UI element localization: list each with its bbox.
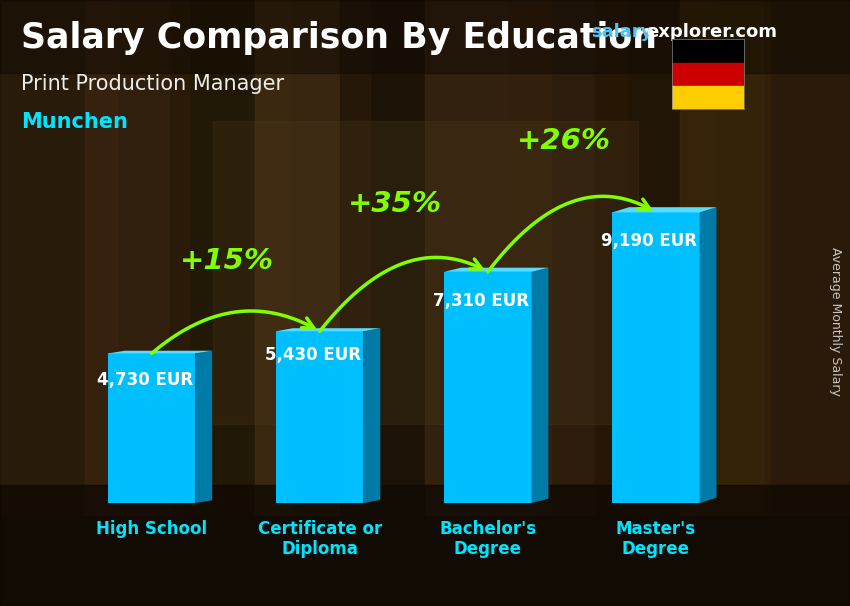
Text: +15%: +15% [180,247,275,275]
Bar [445,272,531,503]
Bar [108,353,196,503]
Bar [85,0,189,515]
Text: 4,730 EUR: 4,730 EUR [97,371,193,389]
Text: salary: salary [591,23,652,41]
Bar [672,39,744,62]
Bar [0,0,850,73]
Polygon shape [700,207,717,503]
Polygon shape [276,328,380,331]
Text: Munchen: Munchen [21,112,128,132]
Bar [672,62,744,86]
Bar [0,0,118,515]
Polygon shape [364,328,380,503]
Bar [510,0,627,515]
Bar [255,0,370,515]
Text: Print Production Manager: Print Production Manager [21,74,285,94]
Text: Average Monthly Salary: Average Monthly Salary [829,247,842,396]
Bar [595,0,713,515]
Text: 5,430 EUR: 5,430 EUR [265,346,361,364]
Text: +26%: +26% [517,127,610,155]
Bar [765,0,850,515]
Polygon shape [612,207,717,213]
Text: 9,190 EUR: 9,190 EUR [601,232,697,250]
Text: +35%: +35% [348,190,442,218]
Bar [0,485,850,606]
Bar [276,331,364,503]
Bar [212,121,638,424]
Bar [340,0,429,515]
Polygon shape [108,351,212,353]
Polygon shape [196,351,212,503]
Text: explorer.com: explorer.com [646,23,777,41]
Text: Salary Comparison By Education: Salary Comparison By Education [21,21,657,55]
Bar [672,86,744,109]
Polygon shape [531,268,548,503]
Polygon shape [445,268,548,272]
Bar [425,0,552,515]
Bar [680,0,770,515]
Bar [170,0,292,515]
Text: 7,310 EUR: 7,310 EUR [434,292,529,310]
Bar [612,213,700,503]
